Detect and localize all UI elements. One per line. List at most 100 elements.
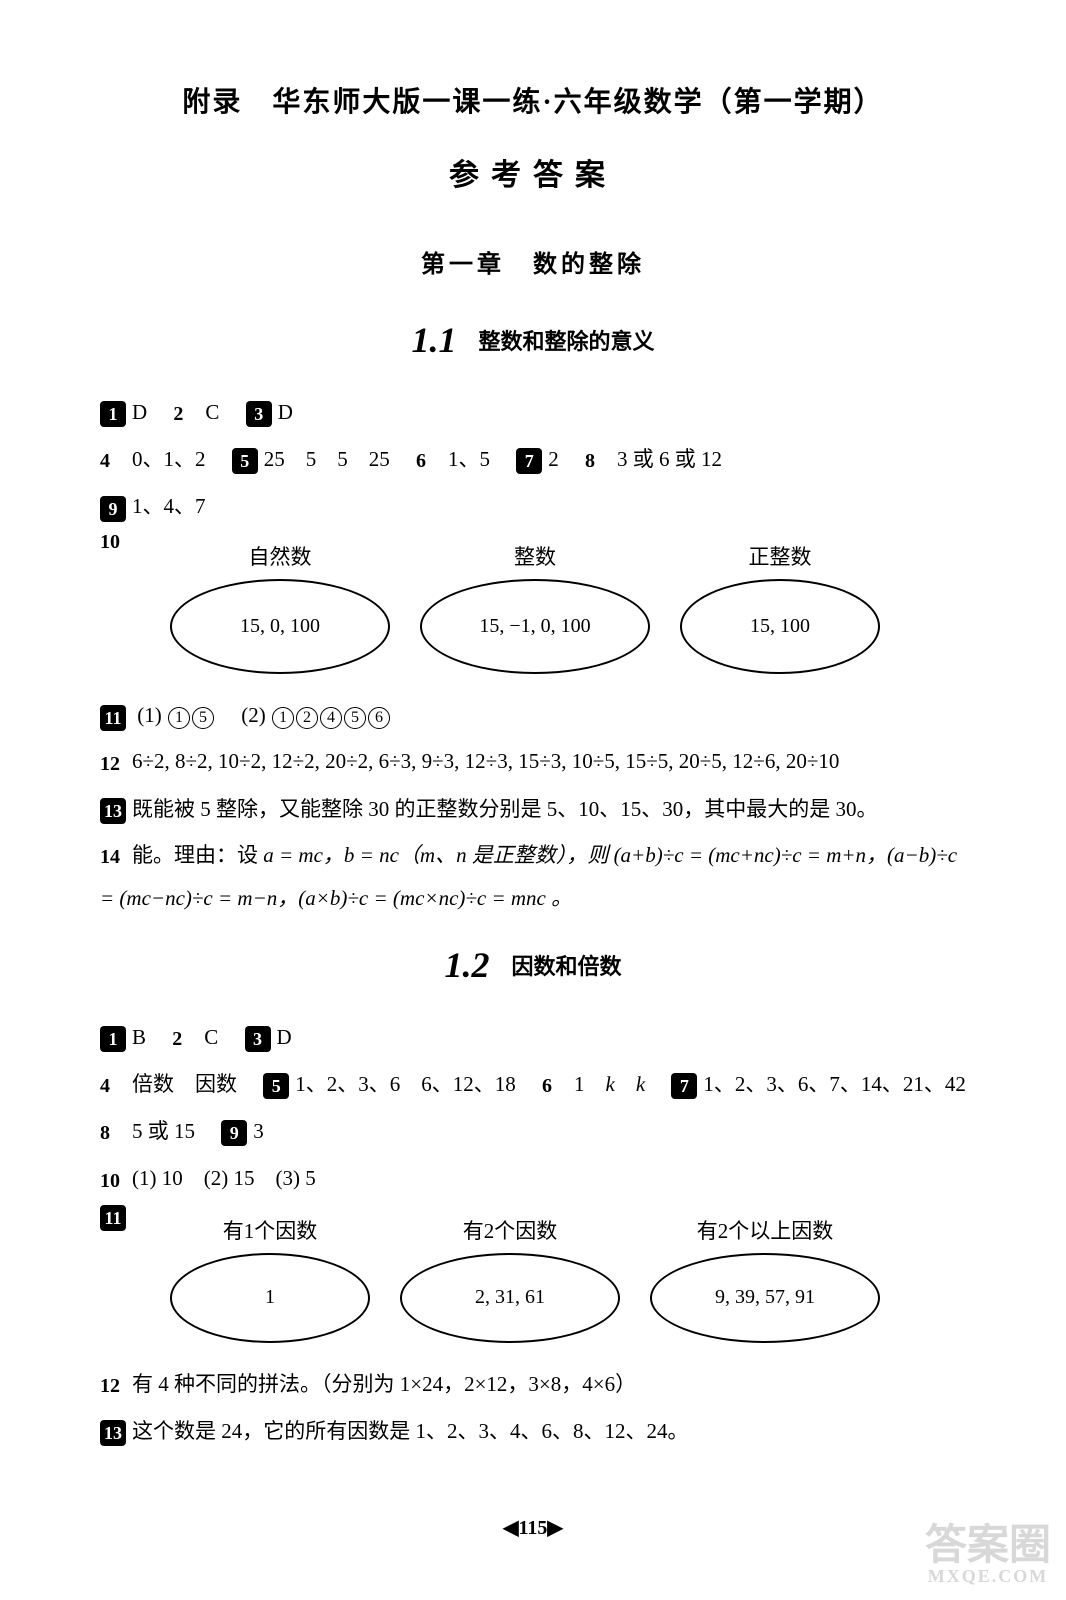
- q-num: 8: [585, 441, 611, 481]
- ellipse-label: 自然数: [249, 541, 312, 571]
- ellipse-label: 有2个以上因数: [697, 1215, 834, 1245]
- ellipse-label: 有1个因数: [223, 1215, 318, 1245]
- q-num: 13: [100, 798, 126, 824]
- chapter-title: 第一章 数的整除: [100, 244, 966, 279]
- q-num: 11: [100, 1205, 126, 1231]
- s1-line-12: 126÷2, 8÷2, 10÷2, 12÷2, 20÷2, 6÷3, 9÷3, …: [100, 740, 966, 783]
- title-sub: 参考答案: [100, 150, 966, 194]
- s2-q11-row: 11 有1个因数 1 有2个因数 2, 31, 61 有2个以上因数 9, 39, 57,…: [100, 1205, 966, 1363]
- page-number: ◀115▶: [0, 1515, 1066, 1540]
- ellipse-shape: 15, −1, 0, 100: [420, 579, 650, 674]
- ans-text: 6÷2, 8÷2, 10÷2, 12÷2, 20÷2, 6÷3, 9÷3, 12…: [132, 749, 839, 773]
- ans-text: [615, 1072, 636, 1096]
- section1-num: 1.1: [411, 320, 456, 360]
- circled-num: 5: [192, 707, 214, 729]
- ans-text: D: [278, 400, 293, 424]
- section2-title: 因数和倍数: [511, 954, 621, 979]
- ellipse-shape: 9, 39, 57, 91: [650, 1253, 880, 1343]
- watermark-url: MXQE.COM: [925, 1567, 1051, 1585]
- s2-line-1-3: 1B 2C 3D: [100, 1016, 966, 1059]
- section1-title: 整数和整除的意义: [478, 329, 654, 354]
- q-num: 3: [245, 1026, 271, 1052]
- ans-text: D: [132, 400, 147, 424]
- s1-ellipse-row: 自然数 15, 0, 100 整数 15, −1, 0, 100 正整数15, 100: [170, 541, 880, 674]
- s2-line-10: 10(1) 10 (2) 15 (3) 5: [100, 1157, 966, 1200]
- ellipse-shape: 2, 31, 61: [400, 1253, 620, 1343]
- ans-text: 3 或 6 或 12: [617, 447, 722, 471]
- ans-text: 1、2、3、6、7、14、21、42: [703, 1072, 966, 1096]
- q-num: 4: [100, 1066, 126, 1106]
- q-num: 7: [516, 448, 542, 474]
- ans-text: (1): [137, 703, 167, 727]
- s1-q10-row: 10 自然数 15, 0, 100 整数 15, −1, 0, 100 正整数15, 1…: [100, 531, 966, 694]
- q-num: 13: [100, 1420, 126, 1446]
- watermark: 答案圈 MXQE.COM: [925, 1525, 1051, 1585]
- q-num: 14: [100, 837, 126, 877]
- ellipse-group: 正整数15, 100: [680, 541, 880, 674]
- section2-header: 1.2 因数和倍数: [100, 944, 966, 986]
- q-num: 3: [246, 401, 272, 427]
- ans-text: B: [132, 1025, 146, 1049]
- q-num: 9: [100, 496, 126, 522]
- ans-text: 25 5 5 25: [264, 447, 390, 471]
- s1-line-9: 91、4、7: [100, 485, 966, 527]
- circled-group: 15: [167, 703, 215, 727]
- ellipse-shape: 15, 100: [680, 579, 880, 674]
- s1-line-1-3: 1D 2C 3D: [100, 391, 966, 434]
- circled-num: 1: [272, 707, 294, 729]
- q-num: 2: [172, 1019, 198, 1059]
- q-num: 5: [232, 448, 258, 474]
- ans-text: 这个数是 24，它的所有因数是 1、2、3、4、6、8、12、24。: [132, 1419, 689, 1443]
- circled-group: 12456: [271, 703, 391, 727]
- s2-line-4-7: 4倍数 因数 51、2、3、6 6、12、18 61 k k 71、2、3、6、…: [100, 1063, 966, 1106]
- q-num: 6: [416, 441, 442, 481]
- ans-text: 能。理由：设: [132, 843, 263, 867]
- ans-text: 倍数 因数: [132, 1072, 237, 1096]
- q-num: 9: [221, 1120, 247, 1146]
- ans-text: 3: [253, 1119, 264, 1143]
- ellipse-group: 自然数 15, 0, 100: [170, 541, 390, 674]
- q-num: 5: [263, 1073, 289, 1099]
- s2-line-12: 12有 4 种不同的拼法。（分别为 1×24，2×12，3×8，4×6）: [100, 1363, 966, 1406]
- ellipse-group: 有1个因数 1: [170, 1215, 370, 1343]
- var-k: k: [636, 1072, 645, 1096]
- circled-num: 1: [168, 707, 190, 729]
- ans-text: (1) 10 (2) 15 (3) 5: [132, 1166, 316, 1190]
- s1-line-4-8: 40、1、2 525 5 5 25 61、5 72 83 或 6 或 12: [100, 438, 966, 481]
- s1-line-11: 11 (1) 15 (2) 12456: [100, 694, 966, 736]
- q-num: 1: [100, 1026, 126, 1052]
- ans-text: C: [204, 1025, 218, 1049]
- ellipse-group: 有2个因数 2, 31, 61: [400, 1215, 620, 1343]
- q-num: 12: [100, 744, 126, 784]
- s2-ellipse-row: 有1个因数 1 有2个因数 2, 31, 61 有2个以上因数 9, 39, 57, 91: [170, 1215, 880, 1343]
- q-num: 12: [100, 1366, 126, 1406]
- circled-num: 6: [368, 707, 390, 729]
- s2-line-13: 13这个数是 24，它的所有因数是 1、2、3、4、6、8、12、24。: [100, 1410, 966, 1452]
- q-num: 11: [100, 705, 126, 731]
- section2-num: 1.2: [444, 945, 489, 985]
- ans-text: 5 或 15: [132, 1119, 195, 1143]
- circled-num: 5: [344, 707, 366, 729]
- ellipse-label: 有2个因数: [463, 1215, 558, 1245]
- q-num: 2: [173, 394, 199, 434]
- ans-text: C: [205, 400, 219, 424]
- s1-line-13: 13既能被 5 整除，又能整除 30 的正整数分别是 5、10、15、30，其中…: [100, 788, 966, 830]
- ellipse-label: 整数: [514, 541, 556, 571]
- q-num: 1: [100, 401, 126, 427]
- ellipse-shape: 1: [170, 1253, 370, 1343]
- section1-header: 1.1 整数和整除的意义: [100, 319, 966, 361]
- ans-text: 1、5: [448, 447, 490, 471]
- ans-text: 2: [548, 447, 559, 471]
- q-num: 10: [100, 1161, 126, 1201]
- ans-text: D: [277, 1025, 292, 1049]
- circled-num: 2: [296, 707, 318, 729]
- title-main: 附录 华东师大版一课一练·六年级数学（第一学期）: [100, 80, 966, 120]
- q-num: 7: [671, 1073, 697, 1099]
- s2-line-8-9: 85 或 15 93: [100, 1110, 966, 1153]
- watermark-text: 答案圈: [925, 1525, 1051, 1567]
- q-num: 4: [100, 441, 126, 481]
- ans-text: 1、4、7: [132, 494, 206, 518]
- q-num: 10: [100, 531, 126, 554]
- var-k: k: [606, 1072, 615, 1096]
- ellipse-shape: 15, 0, 100: [170, 579, 390, 674]
